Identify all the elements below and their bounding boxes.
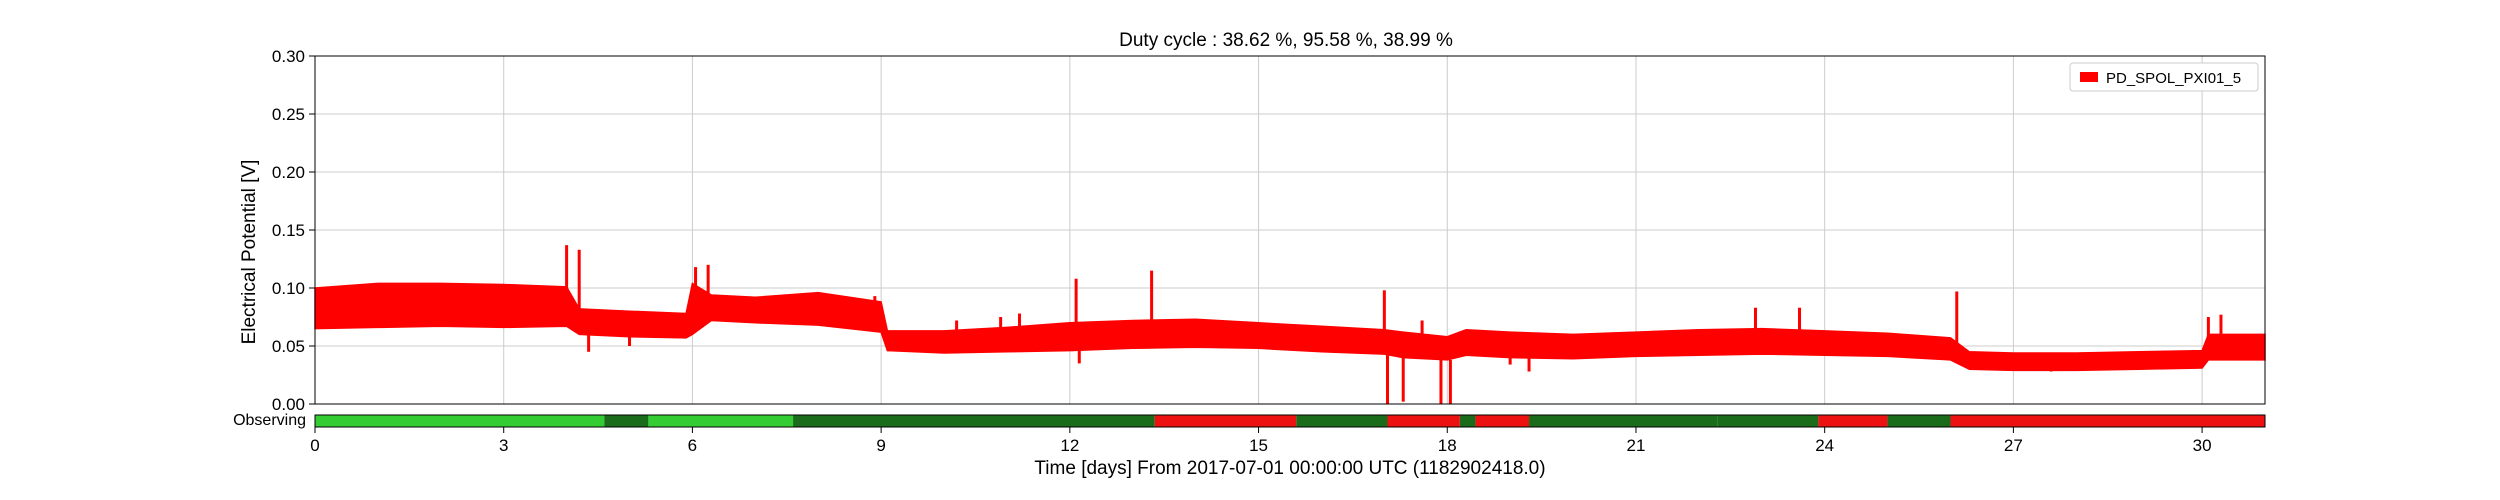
y-tick-label: 0.25 [272,105,305,124]
x-axis-label: Time [days] From 2017-07-01 00:00:00 UTC… [1034,458,1545,479]
x-tick-label: 0 [310,436,319,455]
observing-segment [604,415,649,427]
chart-title: Duty cycle : 38.62 %, 95.58 %, 38.99 % [1119,30,1453,51]
observing-segment [1529,415,1718,427]
plot-area: 0.00 0.05 0.10 0.15 0.20 0.25 0.30 0 3 6 9 12 15 18 21… [272,47,2266,455]
observing-segment [1717,415,1819,427]
x-tick-label: 6 [688,436,697,455]
series-band [314,282,2266,372]
observing-segment [315,415,605,427]
x-tick-label: 18 [1438,436,1457,455]
y-tick-label: 0.15 [272,221,305,240]
observing-label: Observing [233,412,306,429]
x-tick-label: 24 [1815,436,1834,455]
observing-segment [1818,415,1888,427]
observing-segment [648,415,794,427]
observing-segment [793,415,1155,427]
axes-frame [314,55,2266,405]
y-tick-label: 0.30 [272,47,305,66]
x-tick-label: 27 [2004,436,2023,455]
legend-swatch [2080,72,2098,82]
y-axis-label: Electrical Potential [V] [239,160,260,345]
observing-segment [1887,415,1951,427]
y-tick-label: 0.05 [272,337,305,356]
x-tick-label: 9 [876,436,885,455]
observing-segment [1154,415,1297,427]
observing-bar-frame [314,414,2266,428]
observing-segment [1475,415,1530,427]
x-tick-label: 15 [1249,436,1268,455]
y-tick-label: 0.10 [272,279,305,298]
x-tick-label: 21 [1627,436,1646,455]
legend-box [2069,62,2259,92]
observing-segment [1459,415,1476,427]
observing-segment [1296,415,1388,427]
x-tick-label: 12 [1060,436,1079,455]
legend-label: PD_SPOL_PXI01_5 [2106,70,2241,87]
observing-segment [1387,415,1460,427]
x-tick-label: 30 [2193,436,2212,455]
observing-segment [1950,415,2265,427]
x-tick-label: 3 [499,436,508,455]
y-tick-label: 0.00 [272,395,305,414]
y-tick-label: 0.20 [272,163,305,182]
